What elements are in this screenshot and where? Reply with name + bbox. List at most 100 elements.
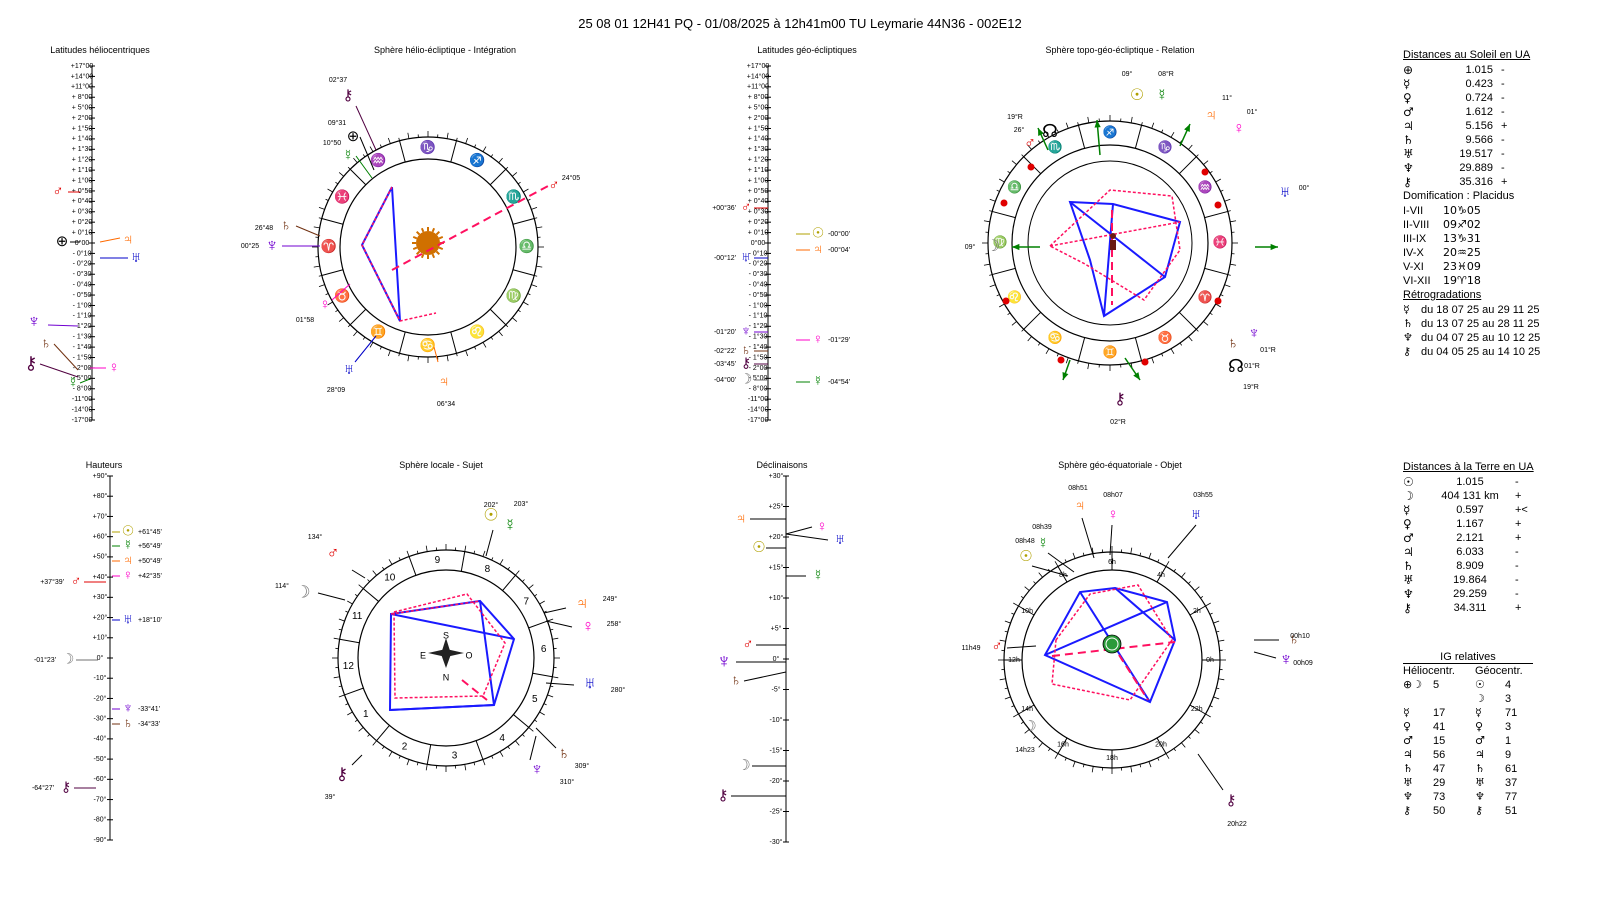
decl-scale-tick-label: +15° [769, 563, 784, 571]
locale-wheel-degree-tick [367, 579, 370, 582]
helio-wheel-degree-tick [465, 350, 469, 357]
distance-sign: + [1515, 602, 1522, 614]
topo-wheel-sign-icon: ♑ [1158, 140, 1173, 154]
planet-position-label: 202° [484, 501, 499, 509]
planet-glyph-icon: ♅ [741, 249, 752, 265]
helio-wheel-degree-tick [313, 226, 320, 229]
planet-glyph-icon: ⚷ [343, 87, 354, 104]
ig-row: ♂ 15 ♂ 1 [1403, 734, 1593, 748]
topo-wheel-inner-ring [1011, 144, 1209, 342]
locale-wheel-degree-tick [550, 628, 554, 631]
hauteur-value: +18°10' [138, 616, 162, 624]
lat-helio-scale-tick-label: + 2°00 [72, 114, 93, 122]
helio-wheel-degree-tick [523, 188, 529, 193]
locale-wheel-degree-tick [406, 550, 410, 557]
planet-glyph-icon: ♃ [813, 241, 824, 257]
geoeq-wheel-degree-tick [1188, 736, 1191, 739]
planet-glyph-icon: ♆ [717, 650, 732, 672]
planet-glyph-icon: ☿ [342, 147, 353, 164]
aspect-line-blue [390, 613, 515, 640]
locale-wheel-degree-tick [507, 566, 510, 570]
hour-divider [1057, 737, 1068, 754]
topo-wheel-degree-tick [1007, 312, 1011, 316]
compass-label: O [465, 650, 472, 660]
lat-geo-scale-tick-label: + 1°20 [748, 156, 769, 164]
planet-position-label: 39° [325, 793, 336, 801]
geoeq-wheel-degree-tick [999, 639, 1006, 642]
house-axis: VI-XII [1403, 275, 1431, 287]
helio-wheel-sign-icon: ♋ [420, 337, 436, 352]
helio-wheel-degree-tick [347, 324, 351, 328]
topo-wheel-sign-icon: ♈ [1198, 290, 1213, 304]
title-lat-geo: Latitudes géo-écliptiques [757, 45, 857, 55]
locale-wheel-degree-tick [534, 719, 538, 722]
locale-wheel-degree-tick [482, 759, 486, 766]
topo-wheel-sector-divider [1134, 125, 1143, 149]
distance-sign: - [1515, 546, 1519, 558]
topo-wheel-degree-tick [1188, 336, 1193, 342]
planet-glyph-icon: ♀ [816, 518, 827, 535]
sun-distance-row: ⚷ 35.316 + [1403, 175, 1593, 189]
planet-glyph-icon: ♀ [319, 296, 330, 313]
geoeq-wheel-degree-tick [1130, 766, 1133, 773]
hauteur-value: +42°35' [138, 572, 162, 580]
decl-scale-tick-label: -10° [770, 716, 783, 724]
locale-wheel-degree-tick [552, 637, 559, 640]
house-cusp-row: III-IX 13♑31 [1403, 232, 1593, 246]
connector-line [1197, 753, 1224, 791]
hauteurs-scale-tick-label: -50° [94, 755, 107, 763]
planet-glyph-icon: ♄ [1475, 762, 1485, 775]
locale-wheel-sector-divider [528, 620, 548, 629]
house-cusp-marker [1057, 356, 1065, 364]
aspect-line-red [1051, 641, 1176, 657]
house-cusp-value: 19♈18 [1443, 274, 1481, 287]
locale-wheel-degree-tick [425, 545, 428, 552]
hauteurs-scale-tick-label: +40° [93, 573, 108, 581]
distance-value: 1.015 [1465, 64, 1493, 76]
planet-glyph-icon: ♅ [1279, 184, 1291, 201]
planet-glyph-icon: ♄ [1403, 559, 1414, 573]
planet-position-label: 09° [1122, 70, 1133, 78]
connector-line [351, 569, 366, 579]
planet-glyph-icon: ♄ [1288, 631, 1299, 648]
sun-ray [412, 246, 418, 251]
ig-helio-value: 47 [1433, 763, 1446, 775]
helio-wheel-degree-tick [474, 144, 477, 148]
topo-wheel-degree-tick [1151, 357, 1155, 364]
locale-wheel-sign-icon: 6 [541, 644, 547, 655]
lat-geo-scale-tick-label: + 0°20 [748, 218, 769, 226]
topo-wheel-degree-tick [1065, 357, 1069, 364]
geoeq-wheel-inner-ring [1021, 569, 1203, 751]
topo-wheel-degree-tick [1215, 178, 1222, 183]
planet-glyph-icon: ⚷ [61, 779, 71, 795]
decl-scale-tick-label: +5° [771, 624, 782, 632]
geoeq-wheel-degree-tick [1091, 547, 1094, 554]
locale-wheel-degree-tick [333, 676, 340, 679]
planet-position-label: 10°50 [323, 139, 341, 147]
geoeq-wheel-degree-tick [1072, 552, 1076, 559]
planet-position-label: 08°R [1158, 70, 1174, 78]
aspect-line-red [1048, 189, 1181, 302]
decl-scale-tick-label: -15° [770, 746, 783, 754]
sun-ray [435, 230, 441, 236]
connector-line [354, 335, 377, 363]
lat-geo-scale-tick-label: + 1°00 [748, 176, 769, 184]
topo-wheel-sector-divider [1178, 156, 1197, 175]
hauteurs-scale-tick-label: +90° [93, 472, 108, 480]
geoeq-wheel-degree-tick [1213, 696, 1220, 700]
title-sphere-topo: Sphère topo-géo-écliptique - Relation [1045, 45, 1195, 55]
lat-geo-scale-tick-label: + 1°30 [748, 145, 769, 153]
locale-wheel-sign-icon: 2 [402, 741, 408, 752]
hauteurs-scale-tick-label: -60° [94, 775, 107, 783]
helio-wheel-sector-divider [512, 218, 535, 225]
connector-line [1253, 651, 1277, 659]
planet-glyph-icon: ♀ [108, 359, 119, 376]
planet-glyph-icon [1403, 692, 1433, 706]
ig-helio-value: 29 [1433, 777, 1446, 789]
topo-wheel-degree-tick [1179, 140, 1183, 144]
planet-position-label: 280° [611, 686, 626, 694]
helio-wheel-sign-icon: ♍ [506, 288, 522, 303]
lat-helio-scale-tick-label: + 1°30 [72, 145, 93, 153]
topo-wheel-degree-tick [1037, 140, 1041, 144]
lat-geo-scale-tick-label: +14°00 [747, 72, 770, 80]
